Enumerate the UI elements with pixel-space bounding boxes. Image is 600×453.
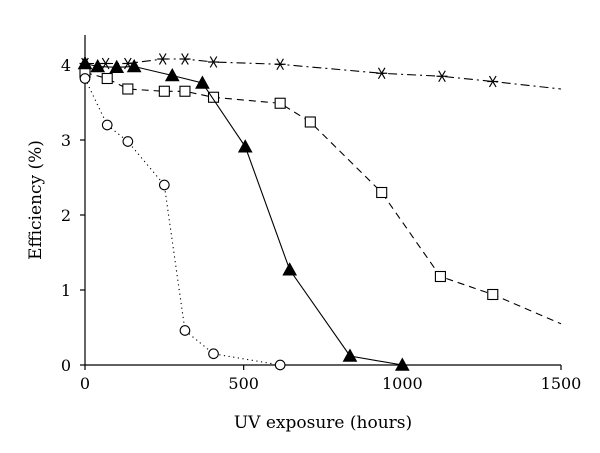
triangle-marker xyxy=(109,59,125,73)
asterisk-stroke xyxy=(438,70,446,83)
series-layer xyxy=(77,53,562,371)
asterisk-marker xyxy=(208,56,220,68)
triangle-marker xyxy=(342,348,358,362)
series-asterisk xyxy=(79,53,562,90)
series-line xyxy=(84,78,281,366)
asterisk-marker xyxy=(487,75,499,88)
asterisk-marker xyxy=(274,58,286,71)
x-tick-label: 1500 xyxy=(541,374,582,393)
square-marker xyxy=(122,83,134,95)
x-tick-label: 0 xyxy=(80,374,90,393)
square-marker xyxy=(304,116,316,128)
asterisk-stroke xyxy=(209,56,218,68)
square-marker xyxy=(158,85,170,97)
y-tick-label: 1 xyxy=(61,281,71,300)
circle-marker xyxy=(208,348,219,360)
square-marker xyxy=(179,85,191,97)
x-axis-title: UV exposure (hours) xyxy=(234,413,412,433)
square-marker xyxy=(101,72,113,85)
y-tick-label: 0 xyxy=(61,356,71,375)
series-filled-triangle xyxy=(77,55,410,371)
series-open-square xyxy=(79,66,562,325)
circle-marker xyxy=(122,136,134,147)
triangle-marker xyxy=(237,139,253,153)
circle-marker xyxy=(101,119,113,131)
series-line xyxy=(84,71,562,325)
asterisk-stroke xyxy=(158,53,167,65)
axes: 0 500 1000 1500 0 1 2 3 4 xyxy=(61,35,582,393)
triangle-marker xyxy=(282,262,298,276)
x-tick-label: 1000 xyxy=(382,374,423,393)
square-marker xyxy=(207,91,220,103)
asterisk-marker xyxy=(157,53,169,65)
circle-marker xyxy=(179,325,191,336)
triangle-marker xyxy=(90,58,106,73)
square-marker xyxy=(376,186,388,199)
circle-marker xyxy=(79,73,91,84)
square-marker xyxy=(434,270,446,283)
series-open-circle xyxy=(79,73,286,371)
asterisk-marker xyxy=(436,70,448,83)
asterisk-stroke xyxy=(276,58,284,71)
triangle-marker xyxy=(394,357,410,371)
circle-marker xyxy=(158,179,170,191)
triangle-marker xyxy=(77,55,93,70)
asterisk-stroke xyxy=(488,75,497,88)
asterisk-marker xyxy=(376,67,388,80)
y-axis-title: Efficiency (%) xyxy=(26,140,46,260)
circle-marker xyxy=(274,359,286,371)
square-marker xyxy=(487,288,499,301)
square-marker xyxy=(274,97,286,109)
asterisk-marker xyxy=(179,53,191,65)
asterisk-stroke xyxy=(377,67,386,80)
series-line xyxy=(85,58,562,90)
asterisk-stroke xyxy=(181,53,189,65)
y-tick-label: 2 xyxy=(61,206,71,225)
y-tick-label: 3 xyxy=(61,131,71,150)
triangle-marker xyxy=(195,75,210,89)
x-tick-label: 500 xyxy=(228,374,259,393)
y-tick-label: 4 xyxy=(61,56,71,75)
triangle-marker xyxy=(126,58,142,73)
triangle-marker xyxy=(164,67,180,82)
series-line xyxy=(84,62,403,366)
